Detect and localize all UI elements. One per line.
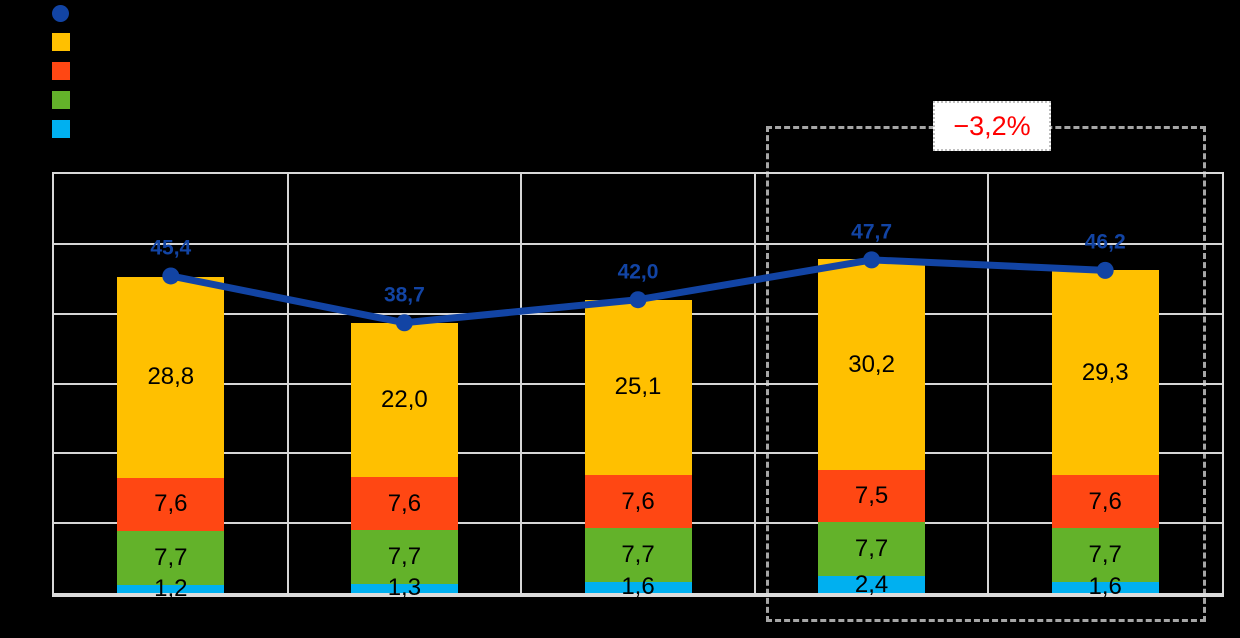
- bar-segment-cyan: [350, 583, 458, 593]
- bar-value-label-amber: 30,2: [848, 350, 895, 378]
- line-marker: [629, 291, 647, 309]
- bar-value-label-green: 7,7: [387, 543, 422, 571]
- bar-segment-green: [117, 530, 225, 585]
- highlight-label-box: −3,2%: [933, 101, 1051, 151]
- bar-value-label-amber: 25,1: [614, 373, 662, 401]
- bar-value-label-cyan: 2,4: [854, 570, 889, 598]
- bar-value-label-green: 7,7: [621, 540, 655, 568]
- line-marker: [863, 251, 881, 269]
- line-value-label: 45,4: [150, 236, 192, 260]
- bar-segment-red: [818, 470, 926, 523]
- bar-segment-amber: [1051, 270, 1159, 475]
- line-value-label: 42,0: [617, 260, 659, 284]
- legend-marker-segment-green: [52, 91, 70, 109]
- gridline-vertical: [520, 174, 523, 593]
- legend-marker-total-line: [52, 5, 69, 22]
- bar-value-label-green: 7,7: [1088, 540, 1122, 568]
- bar-segment-red: [350, 477, 458, 531]
- gridline-vertical: [286, 174, 289, 593]
- bar-segment-cyan: [818, 576, 926, 593]
- line-series: [162, 251, 1114, 332]
- bar-segment-cyan: [117, 584, 225, 593]
- bar-segment-green: [350, 530, 458, 584]
- bar-segment-red: [1051, 475, 1159, 529]
- bar-segment-green: [818, 522, 926, 577]
- bar-segment-red: [117, 477, 225, 531]
- legend: [52, 5, 70, 138]
- legend-marker-segment-red: [52, 62, 70, 80]
- bar-segment-green: [1051, 528, 1159, 582]
- bar-segment-red: [584, 475, 692, 529]
- bar-value-label-amber: 28,8: [147, 363, 195, 391]
- bar-value-label-cyan: 1,3: [387, 574, 422, 602]
- bar-value-label-cyan: 1,6: [1088, 573, 1122, 601]
- line-value-label: 38,7: [383, 283, 425, 307]
- bar-segment-green: [584, 528, 692, 582]
- bar-value-label-green: 7,7: [854, 535, 889, 563]
- bar-value-label-red: 7,5: [854, 482, 889, 510]
- bar-segment-cyan: [1051, 581, 1159, 593]
- bar-value-label-amber: 29,3: [1081, 358, 1129, 386]
- line-marker: [162, 267, 180, 285]
- bar-value-label-amber: 22,0: [381, 386, 428, 414]
- legend-marker-segment-amber: [52, 33, 70, 51]
- bar-value-label-cyan: 1,2: [154, 574, 188, 602]
- line-marker: [395, 314, 413, 332]
- bar-segment-amber: [350, 323, 458, 478]
- gridline-vertical: [987, 174, 990, 593]
- gridline-horizontal: [54, 242, 1222, 245]
- plot-area: 1,2 7,7 7,6 28,8 1,3 7,7 7,6 22,0 1,6 7,7 7,6 25,1 2…: [52, 172, 1224, 602]
- bar-value-label-red: 7,6: [621, 487, 655, 515]
- gridline-vertical: [753, 174, 756, 593]
- bar-segment-amber: [584, 299, 692, 475]
- legend-marker-segment-cyan: [52, 120, 70, 138]
- bar-segment-amber: [117, 276, 225, 478]
- line-value-label: 46,2: [1084, 230, 1126, 254]
- highlight-label: −3,2%: [953, 110, 1031, 141]
- bar-segment-amber: [818, 259, 926, 471]
- bar-value-label-cyan: 1,6: [621, 573, 655, 601]
- bar-value-label-green: 7,7: [154, 543, 188, 571]
- bar-value-label-red: 7,6: [154, 490, 188, 518]
- bar-segment-cyan: [584, 581, 692, 593]
- line-marker: [1096, 261, 1114, 279]
- line-value-label: 47,7: [851, 220, 893, 244]
- bar-value-label-red: 7,6: [1088, 487, 1122, 515]
- bar-value-label-red: 7,6: [387, 489, 422, 517]
